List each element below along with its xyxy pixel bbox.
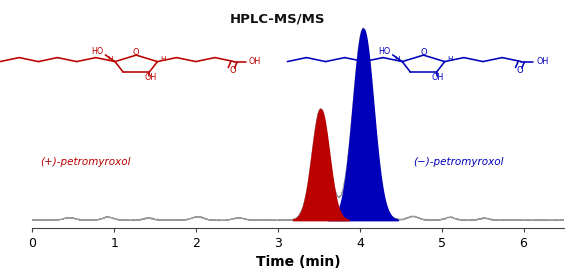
X-axis label: Time (min): Time (min) xyxy=(256,255,341,270)
Text: HO: HO xyxy=(378,47,390,56)
Text: H: H xyxy=(447,56,453,62)
Text: (+)-petromyroxol: (+)-petromyroxol xyxy=(40,157,131,167)
Text: O: O xyxy=(133,48,140,57)
Text: H: H xyxy=(160,56,165,62)
Text: (−)-petromyroxol: (−)-petromyroxol xyxy=(413,157,503,167)
Text: O: O xyxy=(516,65,523,75)
Text: OH: OH xyxy=(431,73,444,82)
Text: O: O xyxy=(229,65,236,75)
Text: OH: OH xyxy=(249,57,261,66)
Text: OH: OH xyxy=(536,57,548,66)
Text: OH: OH xyxy=(144,73,157,82)
Text: H: H xyxy=(394,56,400,62)
Text: H: H xyxy=(107,56,112,62)
Text: HO: HO xyxy=(91,47,103,56)
Text: HPLC-MS/MS: HPLC-MS/MS xyxy=(230,12,325,25)
Text: O: O xyxy=(420,48,427,57)
